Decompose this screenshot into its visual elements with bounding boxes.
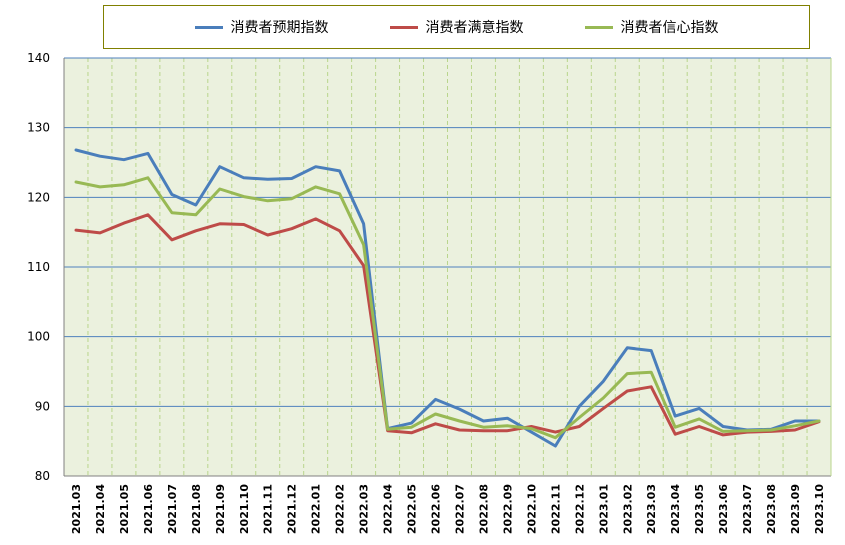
legend-item-confidence: 消费者信心指数: [584, 17, 719, 37]
x-tick-label: 2022.03: [358, 484, 371, 534]
legend-label-confidence: 消费者信心指数: [620, 20, 719, 36]
x-tick-label: 2023.01: [597, 484, 610, 534]
chart-legend: 消费者预期指数 消费者满意指数 消费者信心指数: [103, 5, 810, 49]
x-tick-label: 2022.08: [477, 484, 490, 534]
legend-swatch-satisfaction: [389, 25, 418, 29]
x-tick-label: 2023.07: [741, 484, 754, 534]
x-tick-label: 2021.08: [190, 484, 203, 534]
x-tick-label: 2023.03: [645, 484, 658, 534]
x-tick-label: 2021.06: [142, 484, 155, 534]
x-tick-label: 2021.04: [94, 484, 107, 534]
x-tick-label: 2023.10: [813, 484, 826, 534]
y-tick-label: 140: [27, 51, 50, 65]
x-tick-label: 2023.02: [621, 484, 634, 534]
legend-label-expectation: 消费者预期指数: [230, 20, 329, 36]
series-line-1: [74, 213, 821, 437]
legend-swatch-confidence: [584, 25, 613, 29]
x-tick-label: 2022.12: [573, 484, 586, 534]
x-tick-label: 2023.09: [789, 484, 802, 534]
x-tick-label: 2023.04: [669, 484, 682, 534]
x-tick-label: 2021.09: [214, 484, 227, 534]
y-tick-label: 120: [27, 190, 50, 204]
legend-label-satisfaction: 消费者满意指数: [425, 20, 524, 36]
y-tick-label: 90: [35, 399, 50, 413]
y-tick-label: 80: [35, 469, 50, 483]
series-line-0: [74, 148, 821, 448]
x-tick-label: 2021.03: [70, 484, 83, 534]
x-tick-label: 2023.06: [717, 484, 730, 534]
x-tick-label: 2022.11: [549, 484, 562, 534]
x-tick-label: 2022.04: [382, 484, 395, 534]
x-tick-label: 2022.05: [406, 484, 419, 534]
y-tick-label: 130: [27, 121, 50, 135]
x-tick-label: 2022.07: [453, 484, 466, 534]
x-tick-label: 2021.10: [238, 484, 251, 534]
x-tick-label: 2022.09: [501, 484, 514, 534]
x-tick-label: 2023.08: [765, 484, 778, 534]
y-tick-label: 100: [27, 330, 50, 344]
legend-swatch-expectation: [194, 25, 223, 29]
x-tick-label: 2021.07: [166, 484, 179, 534]
x-tick-label: 2022.10: [525, 484, 538, 534]
x-tick-label: 2021.12: [286, 484, 299, 534]
legend-item-satisfaction: 消费者满意指数: [389, 17, 524, 37]
x-tick-label: 2021.11: [262, 484, 275, 534]
x-tick-label: 2021.05: [118, 484, 131, 534]
x-tick-label: 2022.02: [334, 484, 347, 534]
x-tick-label: 2022.06: [430, 484, 443, 534]
x-tick-label: 2023.05: [693, 484, 706, 534]
series-line-2: [74, 176, 821, 440]
x-tick-label: 2022.01: [310, 484, 323, 534]
legend-item-expectation: 消费者预期指数: [194, 17, 329, 37]
y-tick-label: 110: [27, 260, 50, 274]
